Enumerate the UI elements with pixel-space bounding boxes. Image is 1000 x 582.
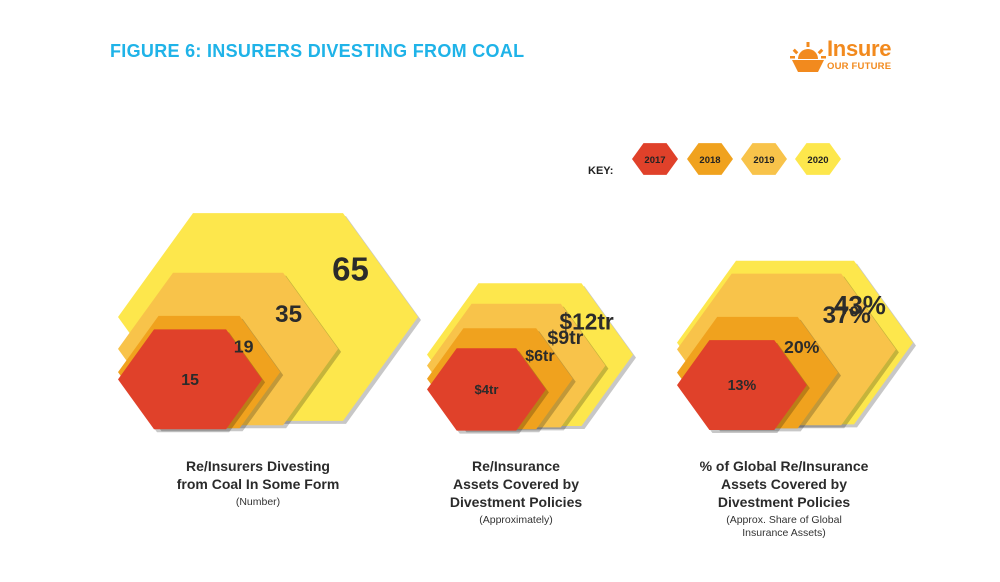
hexagon-group-1: 65 35 19 15	[118, 213, 421, 433]
hexagon-2017	[118, 329, 263, 430]
caption-title-2: Re/Insurance Assets Covered by Divestmen…	[449, 458, 583, 510]
key-year-2017: 2017	[644, 155, 665, 166]
caption-panel-2: Re/Insurance Assets Covered by Divestmen…	[396, 457, 636, 527]
hexagon-group-2: $12tr$9tr$6tr $4tr	[427, 283, 636, 434]
key-swatch-2018	[687, 143, 733, 175]
caption-subtitle-1: (Number)	[235, 496, 281, 508]
logo-wordmark: Insure	[827, 36, 892, 61]
key-swatch-2019	[741, 143, 787, 175]
value-label-2017: 15	[181, 372, 199, 389]
value-label-2019: 37%	[823, 302, 871, 329]
value-label-2017: 13%	[728, 378, 757, 394]
caption-subtitle-2: (Approximately)	[479, 514, 553, 526]
hexagon-2017	[677, 340, 807, 430]
key-year-2018: 2018	[699, 155, 720, 166]
caption-title-3: % of Global Re/Insurance Assets Covered …	[699, 458, 869, 510]
caption-title-1: Re/Insurers Divesting from Coal In Some …	[176, 458, 340, 492]
key-legend: 2017 2018 2019 2020	[632, 143, 841, 175]
hexagon-2017	[427, 348, 546, 431]
value-label-2020: $12tr	[559, 309, 613, 335]
value-label-2019: 35	[275, 301, 302, 328]
key-swatch-2020	[795, 143, 841, 175]
key-year-2020: 2020	[807, 155, 828, 166]
hexagon-group-3: 43%37%20% 13%	[677, 260, 916, 433]
value-label-2017: $4tr	[474, 382, 498, 397]
key-swatch-2017	[632, 143, 678, 175]
key-label: KEY:	[588, 165, 613, 177]
figure-title: FIGURE 6: INSURERS DIVESTING FROM COAL	[110, 41, 525, 61]
value-label-2018: 19	[234, 336, 254, 356]
value-label-2018: $6tr	[525, 348, 554, 365]
caption-panel-3: % of Global Re/Insurance Assets Covered …	[664, 457, 904, 540]
hexagon-groups: 65 35 19 15 $12tr$9tr$6tr $4tr 43%37%20% 13%	[118, 213, 916, 434]
value-label-2020: 43%	[834, 290, 886, 320]
caption-panel-1: Re/Insurers Divesting from Coal In Some …	[138, 457, 378, 509]
key-year-2019: 2019	[753, 155, 774, 166]
sunrise-icon	[790, 42, 826, 72]
insure-our-future-logo: Insure OUR FUTURE	[790, 36, 920, 78]
caption-subtitle-3: (Approx. Share of Global Insurance Asset…	[726, 514, 842, 539]
value-label-2020: 65	[332, 251, 369, 288]
value-label-2019: $9tr	[547, 327, 583, 349]
logo-subtitle: OUR FUTURE	[827, 61, 892, 72]
value-label-2018: 20%	[784, 337, 820, 357]
